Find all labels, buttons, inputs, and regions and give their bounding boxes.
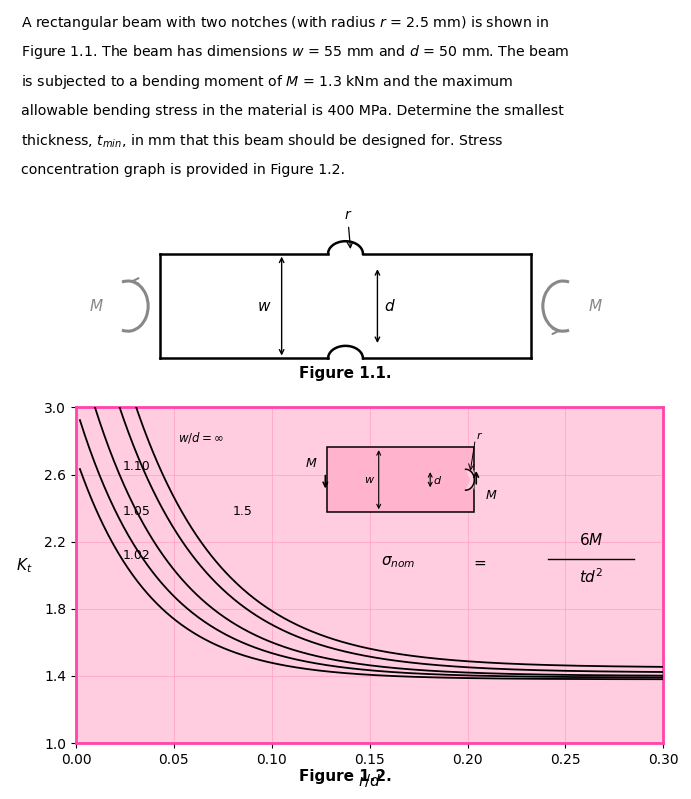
Text: $w$: $w$ [363,475,375,485]
Text: concentration graph is provided in Figure 1.2.: concentration graph is provided in Figur… [21,163,345,177]
Text: Figure 1.1.: Figure 1.1. [299,367,392,381]
Text: $w/d = \infty$: $w/d = \infty$ [178,430,224,445]
Text: $td^2$: $td^2$ [578,567,603,586]
Text: 1.10: 1.10 [123,459,151,473]
Text: $M$: $M$ [88,298,103,314]
Text: is subjected to a bending moment of $M$ = 1.3 kNm and the maximum: is subjected to a bending moment of $M$ … [21,73,513,91]
Text: $=$: $=$ [471,555,488,570]
Polygon shape [160,254,531,359]
Text: $d$: $d$ [384,298,396,314]
Text: 1.02: 1.02 [123,549,151,562]
Text: 1.05: 1.05 [123,505,151,518]
X-axis label: $r/d$: $r/d$ [358,773,381,789]
Text: Figure 1.1. The beam has dimensions $w$ = 55 mm and $d$ = 50 mm. The beam: Figure 1.1. The beam has dimensions $w$ … [21,43,569,62]
Text: $\sigma_{nom}$: $\sigma_{nom}$ [381,554,416,570]
Text: A rectangular beam with two notches (with radius $r$ = 2.5 mm) is shown in: A rectangular beam with two notches (wit… [21,14,549,32]
Text: $r$: $r$ [476,431,484,442]
Text: $d$: $d$ [433,474,442,486]
Text: thickness, $t_{min}$, in mm that this beam should be designed for. Stress: thickness, $t_{min}$, in mm that this be… [21,132,503,149]
Text: $w$: $w$ [257,299,271,313]
Text: $M$: $M$ [484,489,497,502]
Polygon shape [466,469,474,490]
Polygon shape [328,447,474,512]
Text: $r$: $r$ [344,209,352,222]
Text: $6M$: $6M$ [578,532,603,548]
Text: $M$: $M$ [305,458,317,471]
Text: Figure 1.2.: Figure 1.2. [299,769,392,785]
Text: allowable bending stress in the material is 400 MPa. Determine the smallest: allowable bending stress in the material… [21,104,564,118]
Y-axis label: $K_t$: $K_t$ [17,557,33,575]
Text: $M$: $M$ [588,298,603,314]
Text: 1.5: 1.5 [233,505,252,518]
